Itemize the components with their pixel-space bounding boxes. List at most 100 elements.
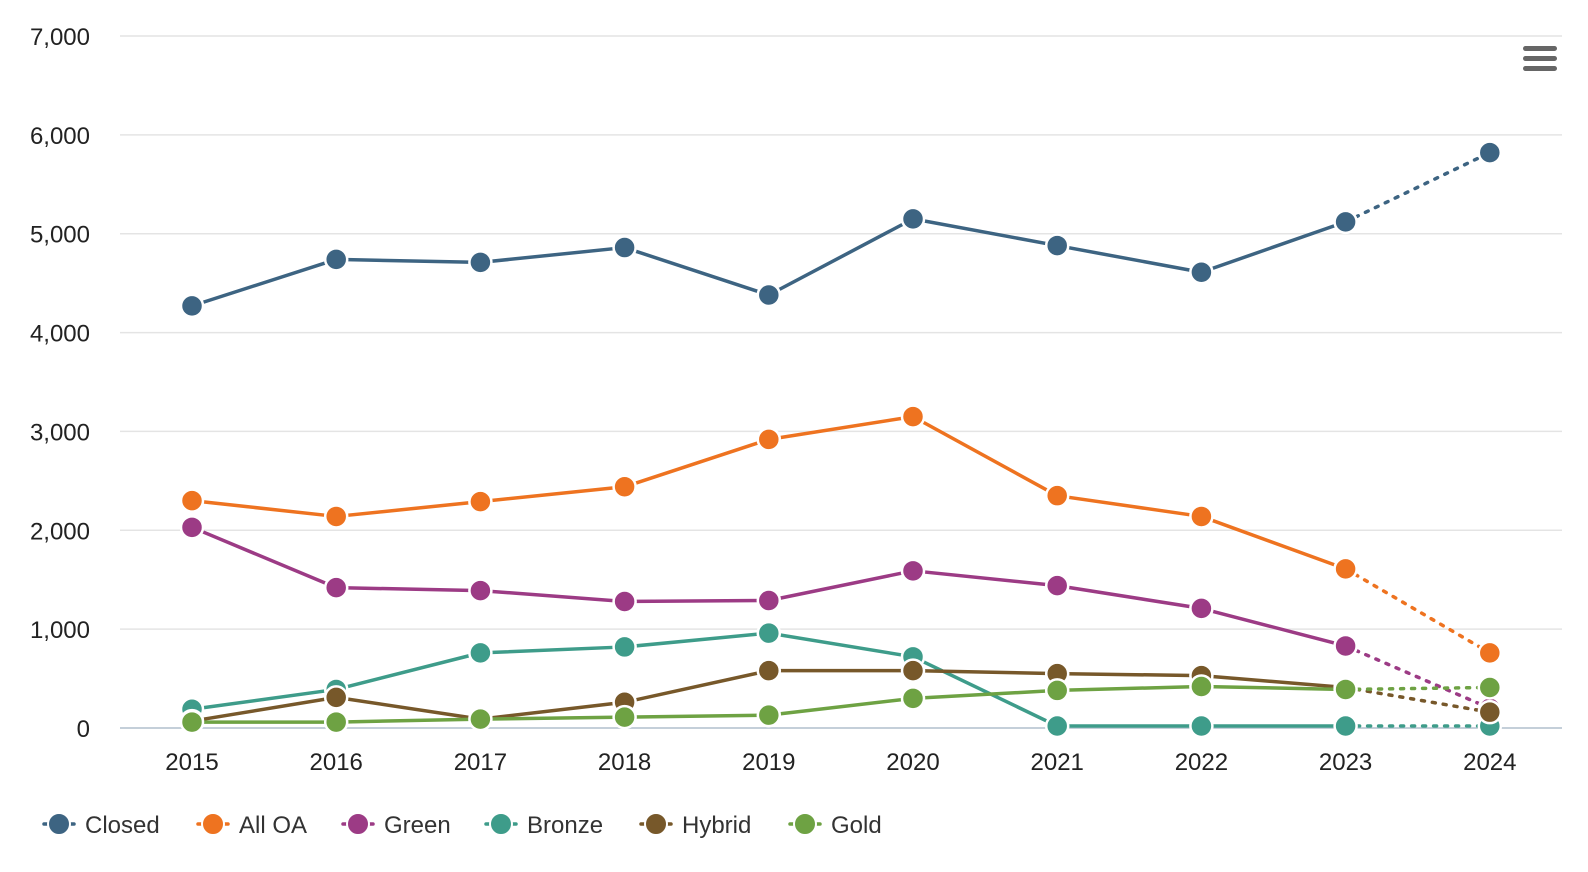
x-tick-label: 2021 [1031, 749, 1084, 776]
legend-item-all-oa[interactable]: All OA [196, 812, 307, 839]
series-gold [179, 674, 1503, 735]
data-point[interactable] [179, 293, 205, 319]
data-point[interactable] [1477, 640, 1503, 666]
legend-label: Closed [85, 812, 160, 839]
legend-marker [47, 812, 71, 836]
data-point[interactable] [1333, 713, 1358, 739]
data-point[interactable] [468, 706, 493, 732]
data-point[interactable] [1333, 633, 1358, 659]
data-point[interactable] [1044, 573, 1070, 598]
data-point[interactable] [1044, 713, 1070, 739]
data-point[interactable] [1477, 140, 1503, 165]
data-point[interactable] [468, 250, 493, 275]
data-point[interactable] [1189, 674, 1214, 699]
data-point[interactable] [612, 235, 637, 260]
data-point[interactable] [612, 634, 637, 660]
legend-label: All OA [239, 812, 307, 839]
data-point[interactable] [756, 282, 782, 308]
data-point[interactable] [179, 488, 205, 513]
legend-marker [201, 812, 225, 836]
data-point[interactable] [468, 578, 493, 603]
data-point[interactable] [756, 588, 782, 613]
y-tick-label: 3,000 [30, 419, 90, 446]
legend-item-hybrid[interactable]: Hybrid [639, 812, 751, 839]
y-tick-label: 5,000 [30, 222, 90, 249]
data-point[interactable] [900, 558, 926, 584]
hamburger-menu-icon[interactable] [1518, 40, 1562, 78]
y-tick-label: 4,000 [30, 321, 90, 348]
data-point[interactable] [900, 404, 926, 429]
y-tick-label: 2,000 [30, 518, 90, 545]
y-axis: 0 1,000 2,000 3,000 4,000 5,000 6,000 7,000 [30, 24, 90, 743]
data-point[interactable] [756, 427, 782, 452]
data-point[interactable] [756, 658, 782, 683]
legend-marker [644, 812, 668, 836]
gridlines [120, 35, 1562, 729]
legend-label: Bronze [527, 812, 603, 839]
data-point[interactable] [1044, 483, 1070, 508]
data-point[interactable] [1333, 556, 1358, 582]
data-point[interactable] [756, 702, 782, 728]
series-projection-line [1343, 644, 1492, 710]
legend-item-closed[interactable]: Closed [42, 812, 160, 839]
data-point[interactable] [323, 247, 349, 272]
series-lines [179, 140, 1503, 739]
x-tick-label: 2016 [310, 749, 363, 776]
legend-label: Hybrid [682, 812, 751, 839]
series-closed [179, 140, 1503, 319]
data-point[interactable] [1189, 713, 1214, 739]
data-point[interactable] [900, 658, 926, 683]
data-point[interactable] [1189, 504, 1214, 529]
data-point[interactable] [323, 504, 349, 529]
x-tick-label: 2015 [165, 749, 218, 776]
y-tick-label: 7,000 [30, 24, 90, 51]
series-all-oa [179, 404, 1503, 666]
data-point[interactable] [612, 589, 637, 614]
data-point[interactable] [323, 575, 349, 600]
data-point[interactable] [1333, 209, 1358, 235]
legend: Closed All OA Green Bronze Hybrid Gold [42, 812, 882, 839]
data-point[interactable] [1477, 675, 1503, 700]
data-point[interactable] [468, 489, 493, 514]
x-tick-label: 2022 [1175, 749, 1228, 776]
legend-label: Green [384, 812, 451, 839]
data-point[interactable] [179, 515, 205, 540]
data-point[interactable] [1044, 678, 1070, 703]
x-tick-label: 2023 [1319, 749, 1372, 776]
data-point[interactable] [1189, 596, 1214, 621]
legend-item-green[interactable]: Green [341, 812, 451, 839]
data-point[interactable] [900, 686, 926, 711]
y-tick-label: 1,000 [30, 617, 90, 644]
x-tick-label: 2017 [454, 749, 507, 776]
legend-item-bronze[interactable]: Bronze [484, 812, 603, 839]
data-point[interactable] [1477, 699, 1503, 725]
series-projection-line [1343, 685, 1492, 714]
data-point[interactable] [756, 620, 782, 646]
legend-label: Gold [831, 812, 882, 839]
data-point[interactable] [323, 685, 349, 710]
series-green [179, 515, 1503, 721]
data-point[interactable] [612, 704, 637, 730]
data-point[interactable] [323, 709, 349, 735]
legend-marker [489, 812, 513, 836]
series-projection-line [1343, 567, 1492, 655]
legend-marker [793, 812, 817, 836]
data-point[interactable] [179, 709, 205, 735]
x-axis: 2015 2016 2017 2018 2019 2020 2021 2022 2023 2024 [165, 749, 1516, 776]
series-projection-line [1343, 150, 1492, 224]
data-point[interactable] [612, 474, 637, 500]
legend-item-gold[interactable]: Gold [788, 812, 882, 839]
y-tick-label: 0 [77, 716, 90, 743]
x-tick-label: 2019 [742, 749, 795, 776]
legend-marker [346, 812, 370, 836]
x-tick-label: 2020 [886, 749, 939, 776]
data-point[interactable] [1044, 233, 1070, 258]
data-point[interactable] [468, 640, 493, 666]
data-point[interactable] [1333, 677, 1358, 702]
data-point[interactable] [900, 206, 926, 232]
series-projection-line [1343, 685, 1492, 692]
data-point[interactable] [1189, 260, 1214, 285]
x-tick-label: 2018 [598, 749, 651, 776]
